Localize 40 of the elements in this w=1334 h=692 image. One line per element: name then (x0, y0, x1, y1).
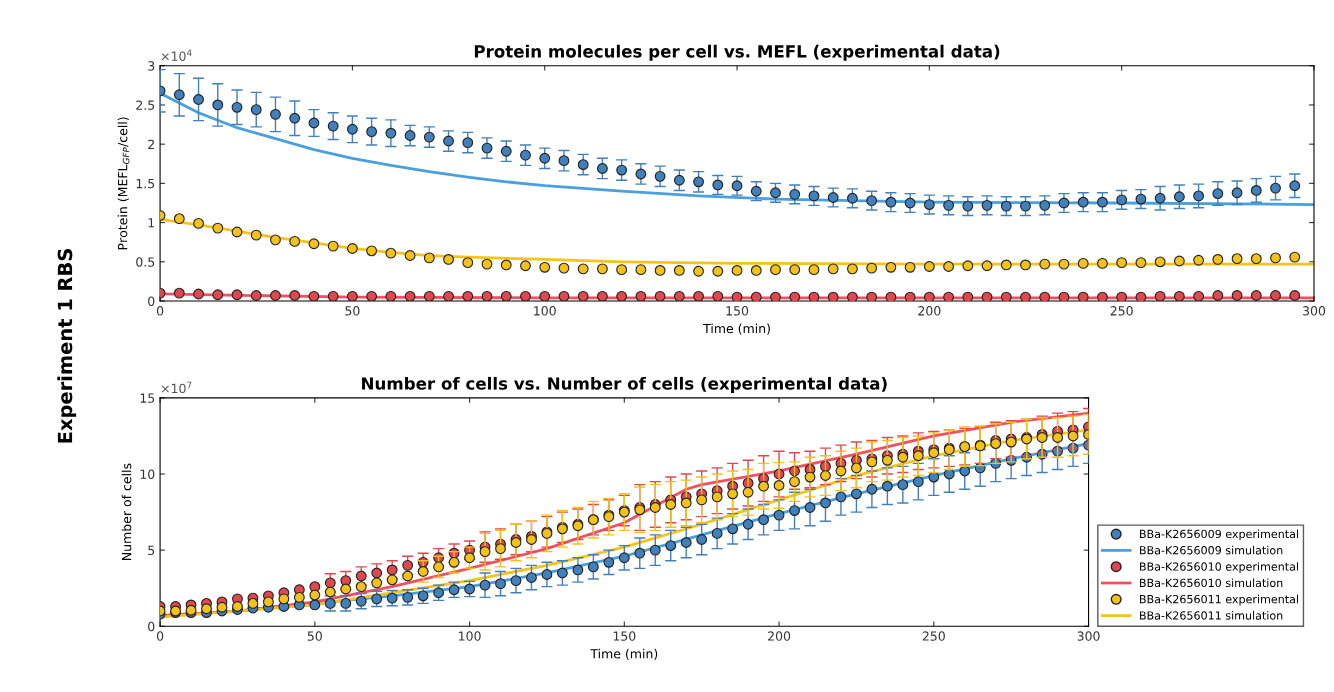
y-tick-label: 0 (148, 621, 155, 632)
x-axis-title: Time (min) (590, 648, 658, 660)
text: ×10$^{4}$ (161, 49, 192, 61)
chart-title: Number of cells vs. Number of cells (experimental data) (362, 376, 887, 394)
legend-label: BBa-K2656009 simulation (1140, 545, 1283, 555)
x-tick-label: 0 (156, 631, 164, 641)
legend-label: BBa-K2656011 experimental (1140, 594, 1298, 606)
legend-label: BBa-K2656009 experimental (1140, 529, 1298, 541)
x-tick-label: 150 (726, 306, 749, 316)
text: Experiment 1 RBS (57, 249, 77, 443)
legend-label: BBa-K2656011 simulation (1140, 611, 1283, 620)
y-tick-label: 10 (140, 469, 155, 479)
x-axis-title: Time (min) (703, 323, 770, 335)
x-tick-label: 0 (156, 306, 164, 316)
y-tick-label: 15 (140, 393, 155, 403)
y-tick-label: 2 (148, 139, 154, 149)
x-tick-label: 300 (1303, 306, 1326, 316)
chart-title: Protein molecules per cell vs. MEFL (experimental data) (474, 44, 1000, 61)
x-tick-label: 200 (768, 631, 791, 641)
legend-label: BBa-K2656010 experimental (1140, 562, 1298, 573)
y-tick-label: 0.5 (136, 257, 155, 267)
y-tick-label: 2.5 (136, 100, 155, 110)
legend-label: BBa-K2656010 simulation (1140, 578, 1283, 588)
x-tick-label: 200 (918, 306, 941, 316)
x-tick-label: 100 (534, 306, 556, 316)
y-tick-label: 0 (148, 296, 155, 306)
x-tick-label: 250 (922, 631, 945, 641)
y-tick-label: 5 (148, 545, 155, 556)
x-tick-label: 50 (345, 306, 360, 316)
y-axis-title: Protein (MEFL$_{GFP}$/cell) (117, 117, 130, 250)
y-tick-label: 3 (148, 61, 155, 71)
x-tick-label: 100 (459, 631, 481, 641)
x-tick-label: 250 (1110, 306, 1133, 316)
x-tick-label: 300 (1077, 631, 1100, 641)
y-axis-title: Number of cells (121, 463, 132, 560)
x-tick-label: 150 (613, 631, 636, 641)
x-tick-label: 50 (307, 631, 322, 641)
y-tick-label: 1.5 (136, 179, 155, 189)
y-tick-label: 1 (148, 218, 155, 228)
text: ×10$^{7}$ (161, 381, 192, 394)
